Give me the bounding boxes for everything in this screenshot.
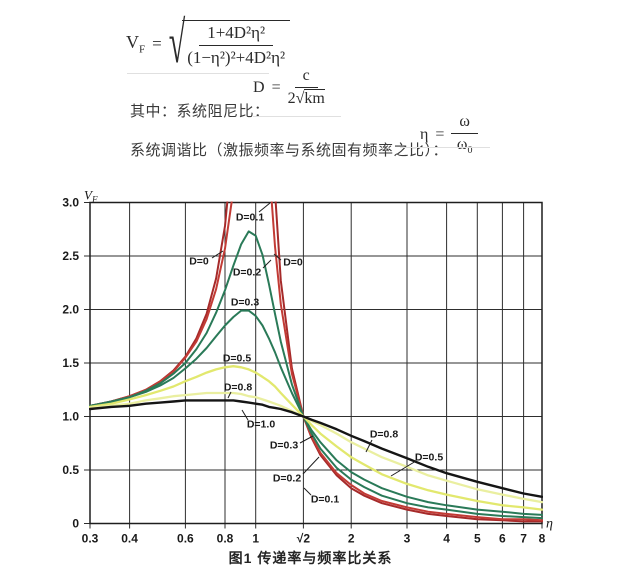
formula-numerator: ω <box>451 113 478 134</box>
plot-frame <box>89 201 543 525</box>
label-leader-line <box>241 409 249 421</box>
y-tick-label: 3.0 <box>62 196 79 210</box>
figure-caption: 图1 传递率与频率比关系 <box>228 550 393 566</box>
curve-D=1.0 <box>89 399 543 498</box>
curve-label: D=0.3 <box>231 297 259 309</box>
y-tick-label: 2.5 <box>62 249 79 263</box>
x-tick-label: 2 <box>348 532 355 546</box>
curve-label: D=0.5 <box>415 452 443 464</box>
curve-label: D=1.0 <box>247 419 275 431</box>
x-tick-label: 0.8 <box>217 532 234 546</box>
square-root: √ 1+4D²η² (1−η²)²+4D²η² <box>169 14 291 73</box>
label-leader-line <box>302 456 320 475</box>
y-tick-label: 1.5 <box>62 356 79 370</box>
formula-numerator: c <box>294 67 318 88</box>
y-axis-label: VF <box>84 188 98 205</box>
equals-sign: = <box>152 34 162 53</box>
curve-label: D=0 <box>189 256 209 268</box>
curve-label: D=0 <box>283 257 303 269</box>
y-tick-label: 2.0 <box>62 303 79 317</box>
curve-D=0.2 <box>89 230 543 520</box>
damping-intro-text: 其中：系统阻尼比： <box>130 103 270 120</box>
formula-denominator: ω0 <box>456 136 473 157</box>
x-tick-label: 0.4 <box>121 532 138 546</box>
underline <box>253 116 341 117</box>
y-tick-label: 0 <box>72 517 79 531</box>
tuning-ratio-formula: η = ω ω0 <box>420 113 478 156</box>
x-tick-label: 1 <box>252 532 259 546</box>
curve-D=0.3 <box>89 309 543 516</box>
curve-label: D=0.8 <box>224 382 252 394</box>
underline <box>127 73 269 74</box>
curve-D=0.5 <box>89 365 543 511</box>
label-leader-line <box>390 460 417 477</box>
label-leader-line <box>211 250 224 259</box>
damping-ratio-formula: D = c 2√km <box>253 67 325 108</box>
curve-label: D=0.3 <box>270 440 298 452</box>
tuning-intro-text: 系统调谐比（激振频率与系统固有频率之比）： <box>130 142 449 159</box>
equals-sign: = <box>271 78 281 96</box>
curve-label: D=0.5 <box>223 353 251 365</box>
label-leader-line <box>365 439 373 453</box>
curve-D=0 <box>274 201 543 523</box>
x-tick-label: 5 <box>474 532 481 546</box>
x-tick-label: √2 <box>297 532 311 546</box>
curve-D=0.1 <box>89 201 543 522</box>
label-leader-line <box>227 391 232 399</box>
x-tick-label: 3 <box>404 532 411 546</box>
x-tick-label: 0.3 <box>82 532 99 546</box>
formula-lhs: VF <box>126 32 146 56</box>
curve-D=0.8 <box>89 391 543 504</box>
formula-numerator: 1+4D²η² <box>199 23 274 46</box>
curve-label: D=0.2 <box>273 473 301 485</box>
x-axis-label: η <box>546 517 553 532</box>
x-tick-label: 4 <box>443 532 450 546</box>
x-tick-label: 7 <box>520 532 527 546</box>
y-tick-label: 1.0 <box>62 410 79 424</box>
y-tick-label: 0.5 <box>62 463 79 477</box>
formula-denominator: 2√km <box>287 89 325 107</box>
equals-sign: = <box>435 125 445 143</box>
formula-lhs: D <box>253 78 265 96</box>
underline <box>400 147 490 148</box>
x-tick-label: 6 <box>499 532 506 546</box>
label-leader-line <box>273 253 282 261</box>
label-leader-line <box>303 487 312 496</box>
curve-label: D=0.2 <box>233 267 261 279</box>
curve-label: D=0.8 <box>370 429 398 441</box>
curve-label: D=0.1 <box>311 494 339 506</box>
formula-lhs: η <box>420 125 429 143</box>
label-leader-line <box>299 435 314 444</box>
label-leader-line <box>262 259 272 269</box>
x-tick-label: 8 <box>539 532 546 546</box>
transmissibility-formula: VF = √ 1+4D²η² (1−η²)²+4D²η² <box>126 14 291 73</box>
formula-denominator: (1−η²)²+4D²η² <box>187 48 286 67</box>
curve-label: D=0.1 <box>236 212 264 224</box>
x-tick-label: 0.6 <box>177 532 194 546</box>
label-leader-line <box>258 202 271 213</box>
radical-sign-icon: √ <box>168 11 186 76</box>
